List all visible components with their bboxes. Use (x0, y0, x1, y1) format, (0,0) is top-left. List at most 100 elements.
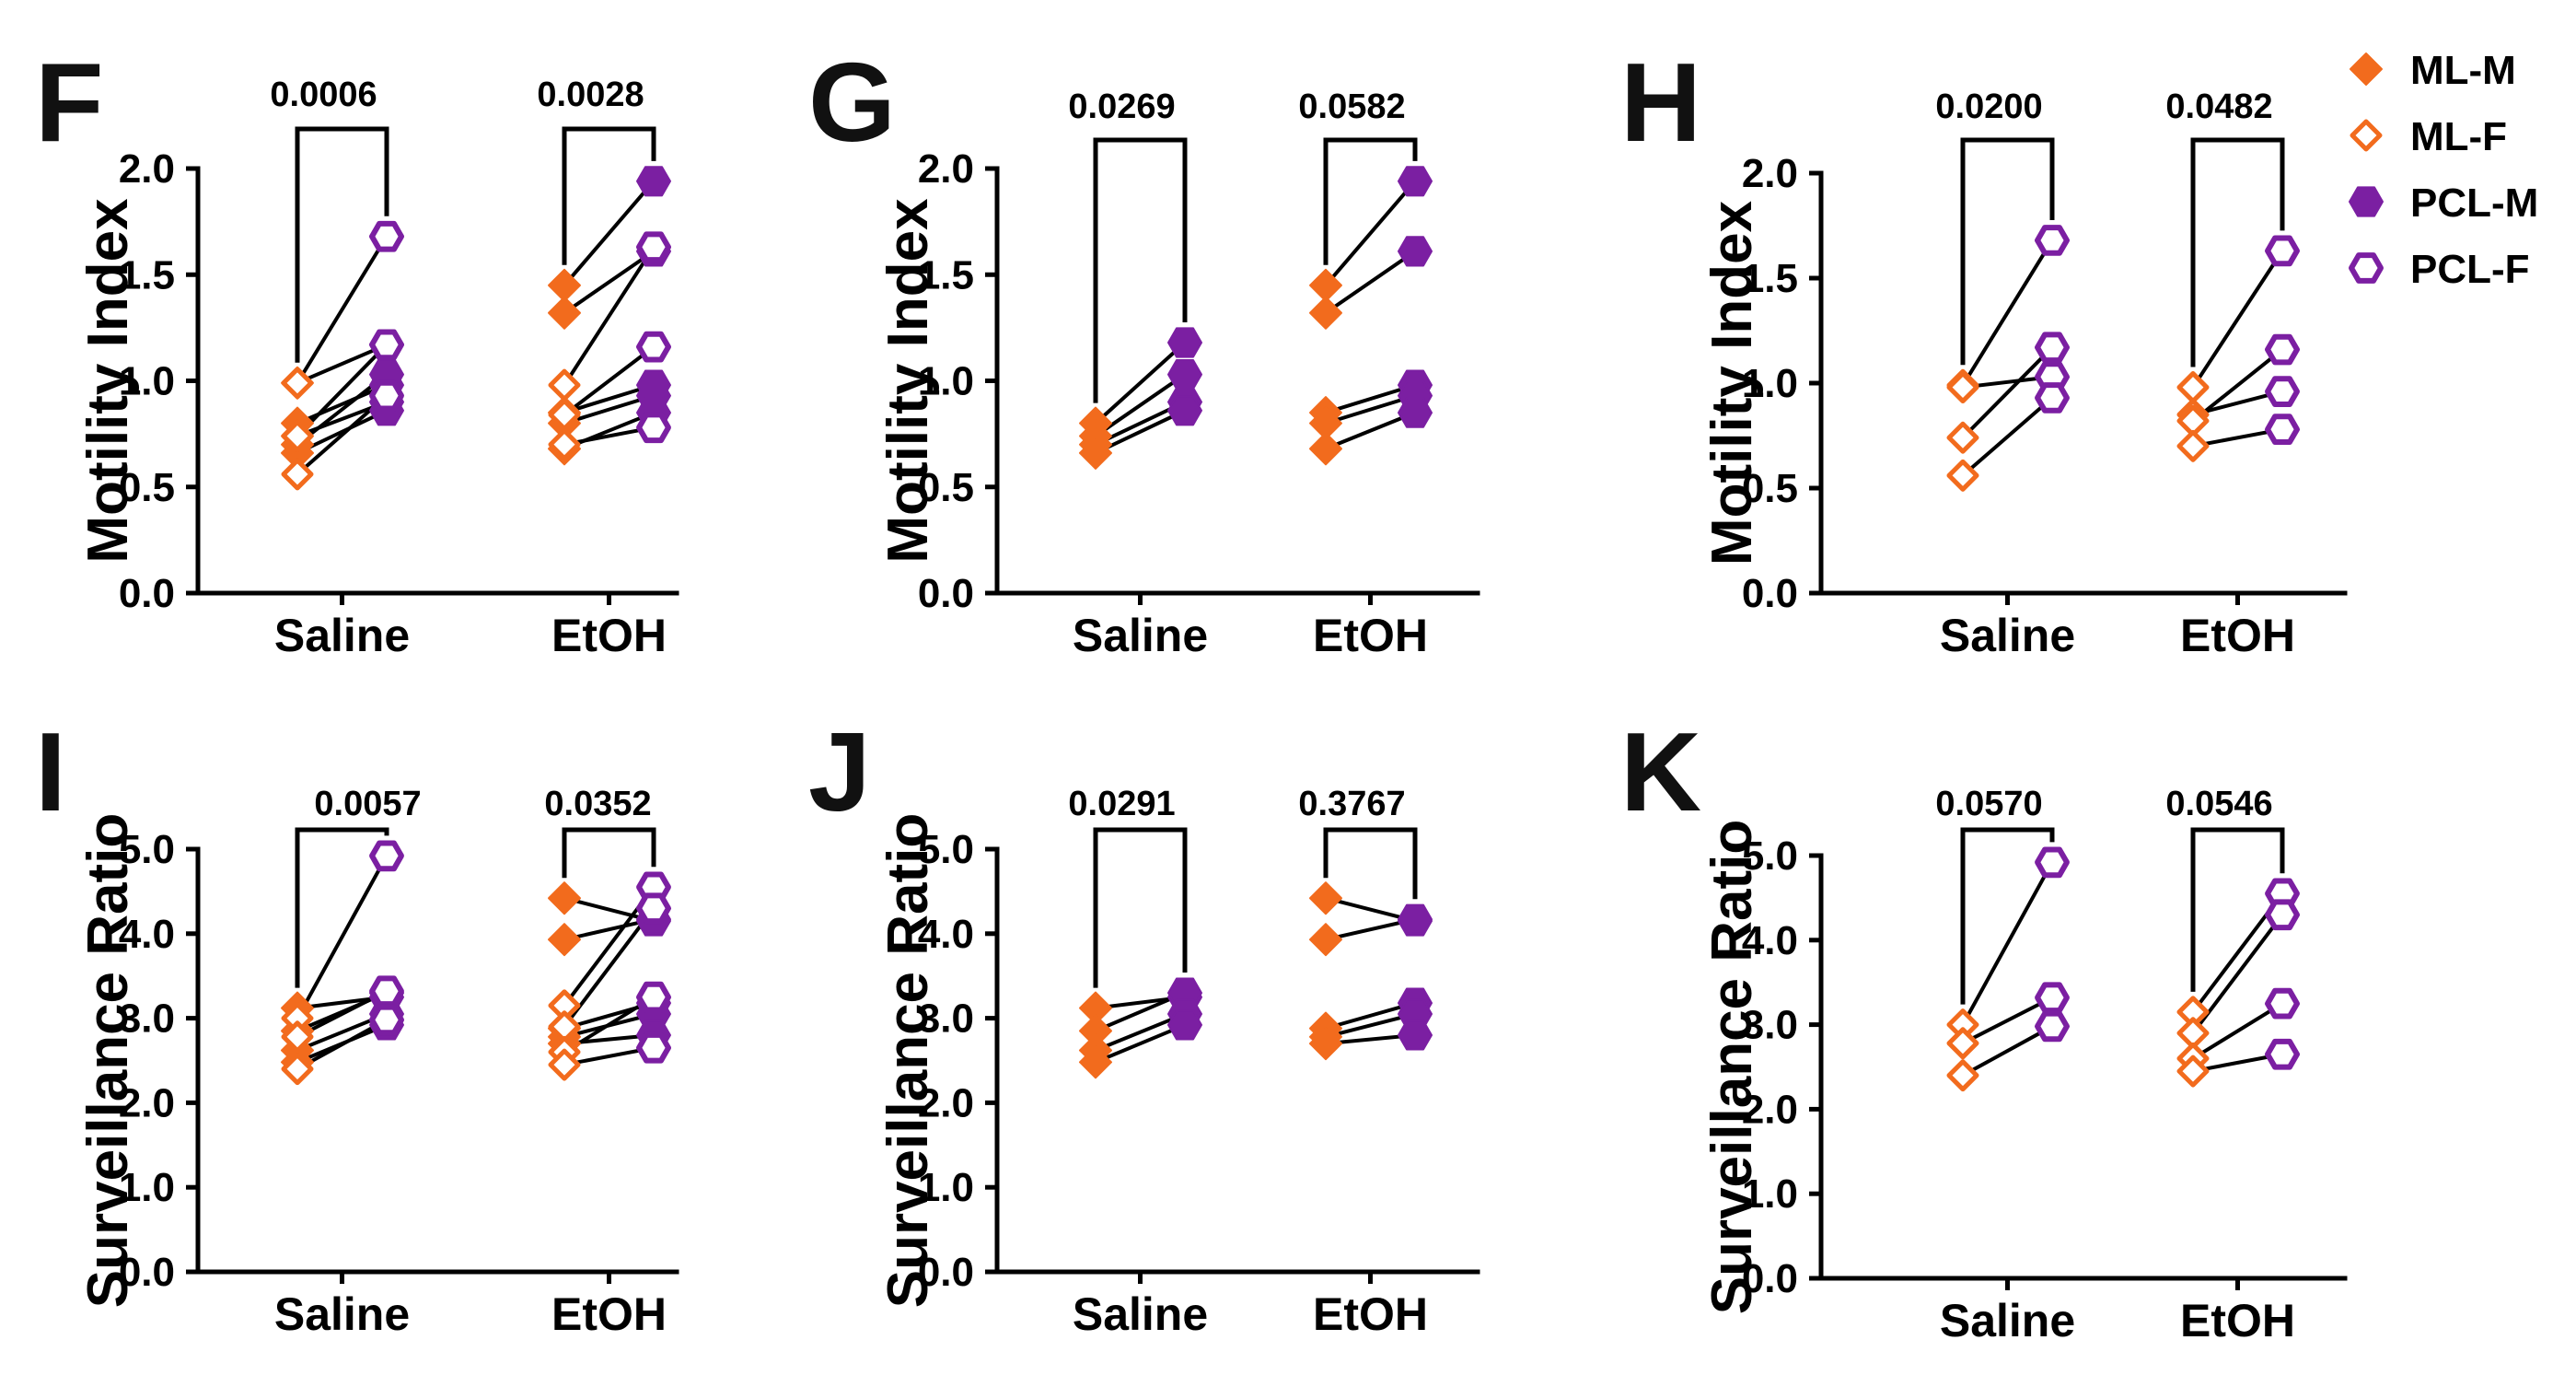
y-tick-label: 4.0 (1742, 918, 1798, 963)
ml-f-point (281, 458, 314, 491)
pcl-f-point (2035, 982, 2070, 1014)
p-value-label: 0.0352 (544, 785, 651, 823)
ml-f-point (548, 428, 581, 461)
y-tick-label: 0.0 (119, 571, 175, 616)
ml-m-point (1309, 881, 1342, 915)
y-tick-label: 4.0 (119, 912, 175, 957)
pcl-m-point (1167, 395, 1202, 426)
y-tick-label: 1.0 (1742, 361, 1798, 406)
pair-line (1961, 861, 2054, 1026)
y-tick-label: 1.5 (119, 252, 175, 297)
significance-bracket (295, 126, 389, 363)
ml-m-point (1309, 1027, 1342, 1061)
significance-bracket (1960, 137, 2055, 366)
significance-bracket (1093, 137, 1188, 403)
significance-bracket (295, 827, 389, 988)
y-tick-label: 1.5 (1742, 256, 1798, 301)
y-tick-label: 2.0 (918, 146, 974, 192)
p-value-label: 0.0570 (1935, 785, 2042, 823)
x-tick-label: EtOH (2180, 1295, 2295, 1346)
pair-line (2191, 347, 2284, 423)
p-value-label: 0.0006 (270, 76, 377, 114)
ml-f-point (548, 368, 581, 402)
pair-line (563, 345, 656, 416)
y-tick-label: 0.5 (119, 465, 175, 510)
p-value-label: 0.0546 (2165, 785, 2272, 823)
ml-m-point (548, 923, 581, 957)
pair-line (2191, 1001, 2284, 1061)
y-tick-label: 0.0 (119, 1250, 175, 1295)
pcl-f-point (2035, 382, 2070, 414)
pcl-f-point (636, 331, 671, 363)
pair-line (296, 343, 388, 385)
pair-line (1961, 396, 2054, 477)
ml-m-point (1309, 923, 1342, 957)
ml-f-point (1946, 1059, 1979, 1092)
panel-f: F 0.0 0.5 1.0 1.5 2.0 Motility Index Saline EtOH… (35, 40, 679, 661)
x-tick-label: Saline (274, 1288, 410, 1340)
pair-line (1961, 345, 2054, 439)
x-tick-label: EtOH (551, 1288, 667, 1340)
significance-bracket (562, 126, 656, 265)
y-tick-label: 4.0 (918, 912, 974, 957)
pcl-m-point (1167, 327, 1202, 358)
legend-marker-pcl-f (2349, 252, 2384, 284)
y-tick-label: 2.0 (119, 146, 175, 192)
pair-line (2191, 250, 2284, 389)
pcl-f-point (369, 975, 404, 1008)
y-tick-label: 0.0 (1742, 571, 1798, 616)
x-tick-label: Saline (1073, 610, 1208, 661)
pcl-m-point (1398, 397, 1433, 428)
pcl-f-point (2265, 414, 2300, 445)
ml-f-point (281, 1020, 314, 1054)
y-tick-label: 0.0 (918, 571, 974, 616)
p-value-label: 0.3767 (1298, 785, 1405, 823)
panel-letter: I (35, 709, 66, 834)
x-tick-label: Saline (1073, 1288, 1208, 1340)
y-tick-label: 5.0 (119, 827, 175, 872)
x-tick-label: EtOH (2180, 610, 2295, 661)
ml-f-point (2176, 429, 2210, 462)
y-tick-label: 1.5 (918, 252, 974, 297)
pair-line (1095, 1023, 1186, 1065)
ml-f-point (281, 419, 314, 452)
y-tick-label: 2.0 (1742, 1087, 1798, 1132)
panel-letter: F (35, 40, 104, 165)
pcl-f-point (2265, 987, 2300, 1020)
p-value-label: 0.0269 (1068, 87, 1175, 126)
pcl-f-point (2035, 225, 2070, 256)
pair-line (1324, 180, 1417, 287)
y-tick-label: 5.0 (1742, 833, 1798, 879)
ml-f-point (1946, 421, 1979, 454)
pair-line (1961, 239, 2054, 387)
panel-letter: K (1620, 709, 1701, 834)
pcl-m-point (1167, 359, 1202, 390)
pcl-f-point (636, 412, 671, 444)
legend-label-ml-f: ML-F (2410, 114, 2507, 159)
y-tick-label: 2.0 (918, 1080, 974, 1125)
x-tick-label: Saline (1940, 1295, 2075, 1346)
panel-g: G 0.0 0.5 1.0 1.5 2.0 Motility Index Saline EtOH… (808, 40, 1480, 661)
y-tick-label: 3.0 (918, 996, 974, 1042)
pcl-m-point (1398, 236, 1433, 267)
legend-marker-ml-f (2350, 119, 2383, 152)
y-axis-label: Motility Index (876, 198, 940, 564)
pcl-f-point (369, 329, 404, 361)
legend-label-pcl-f: PCL-F (2410, 247, 2530, 292)
pcl-f-point (636, 231, 671, 263)
pair-line (563, 180, 656, 287)
ml-f-point (2176, 371, 2210, 404)
p-value-label: 0.0028 (537, 76, 644, 114)
pcl-f-point (2035, 332, 2070, 364)
pcl-m-point (636, 166, 671, 197)
pcl-f-point (369, 220, 404, 252)
pcl-f-point (369, 1004, 404, 1036)
legend: ML-M ML-F PCL-M PCL-F (2349, 48, 2538, 292)
ml-m-point (1309, 432, 1342, 466)
ml-f-point (281, 367, 314, 400)
ml-m-point (1079, 436, 1112, 470)
y-tick-label: 1.0 (918, 359, 974, 404)
